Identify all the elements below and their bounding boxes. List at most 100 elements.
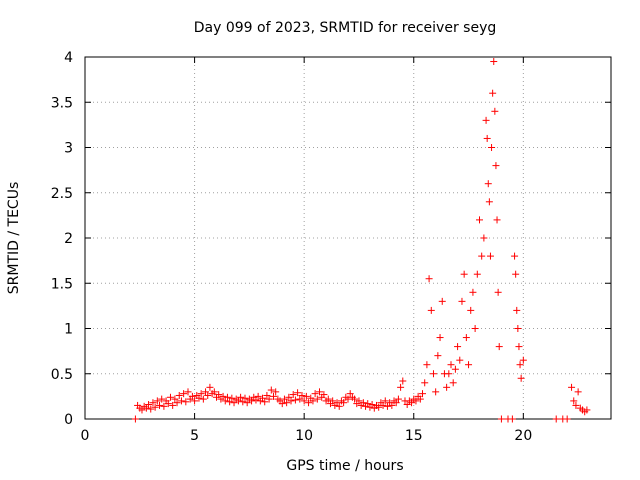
data-point xyxy=(515,343,523,351)
y-axis-label: SRMTID / TECUs xyxy=(6,182,22,295)
data-point xyxy=(484,180,492,188)
data-point xyxy=(294,389,302,397)
data-point xyxy=(488,144,496,151)
data-point xyxy=(313,395,321,403)
data-point xyxy=(202,388,210,396)
data-point xyxy=(368,401,376,409)
data-point xyxy=(432,388,440,396)
data-point xyxy=(445,370,453,378)
data-point xyxy=(471,325,479,332)
data-point xyxy=(324,395,332,403)
data-point xyxy=(272,388,280,396)
data-point xyxy=(359,399,367,407)
data-point xyxy=(425,275,433,283)
data-point xyxy=(517,374,525,382)
data-point xyxy=(465,361,473,369)
data-point xyxy=(158,395,166,403)
data-point xyxy=(243,399,251,407)
data-point xyxy=(195,394,203,402)
tick-layer: 0 5 10 15 20 0 0.5 1 1.5 2 2.5 3 3.5 4 xyxy=(51,50,611,444)
data-point xyxy=(278,400,286,408)
data-point xyxy=(344,395,352,403)
y-tick-label: 4 xyxy=(64,50,73,66)
data-point xyxy=(512,270,520,278)
data-point xyxy=(516,361,524,369)
data-point xyxy=(490,58,498,66)
data-point xyxy=(333,399,341,407)
data-point xyxy=(241,394,249,402)
data-point xyxy=(234,397,242,405)
data-point xyxy=(421,379,429,387)
data-point xyxy=(454,343,462,351)
data-point xyxy=(434,352,442,360)
data-point xyxy=(438,297,446,305)
data-point xyxy=(460,270,468,278)
data-point xyxy=(298,391,306,399)
data-point xyxy=(494,288,502,296)
data-point xyxy=(563,415,571,423)
x-tick-label: 15 xyxy=(405,428,423,444)
data-point xyxy=(570,397,578,405)
point-layer xyxy=(131,58,591,423)
data-point xyxy=(237,393,245,401)
data-point xyxy=(379,401,387,409)
data-point xyxy=(215,391,223,399)
data-point xyxy=(160,402,168,410)
data-point xyxy=(149,399,157,407)
y-tick-label: 2.5 xyxy=(51,186,73,202)
data-point xyxy=(289,391,297,399)
data-point xyxy=(394,395,402,403)
data-point xyxy=(226,398,234,406)
y-tick-label: 3.5 xyxy=(51,95,73,111)
y-tick-label: 1 xyxy=(64,322,73,338)
data-point xyxy=(513,306,521,314)
data-point xyxy=(568,383,576,391)
data-point xyxy=(419,390,427,398)
grid-layer xyxy=(85,57,611,419)
data-point xyxy=(443,383,451,391)
data-point xyxy=(147,405,155,413)
data-point xyxy=(511,252,519,260)
data-point xyxy=(320,391,328,399)
data-point xyxy=(204,391,212,399)
data-point xyxy=(252,396,260,404)
data-point xyxy=(261,398,269,406)
data-point xyxy=(316,388,324,396)
data-point xyxy=(423,361,431,369)
data-point xyxy=(171,395,179,403)
data-point xyxy=(191,397,199,405)
data-point xyxy=(476,216,483,224)
data-point xyxy=(311,390,319,398)
data-point xyxy=(309,397,317,405)
data-point xyxy=(383,402,391,410)
data-point xyxy=(416,395,424,403)
data-point xyxy=(173,399,181,407)
data-point xyxy=(340,399,348,407)
data-point xyxy=(296,395,304,403)
data-point xyxy=(483,134,491,142)
data-point xyxy=(482,116,490,124)
data-point xyxy=(478,252,486,260)
x-tick-label: 20 xyxy=(514,428,532,444)
data-point xyxy=(462,334,470,342)
data-point xyxy=(300,397,308,405)
data-point xyxy=(397,383,405,391)
y-tick-label: 0.5 xyxy=(51,367,73,383)
data-point xyxy=(364,400,372,408)
data-point xyxy=(138,406,146,414)
data-point xyxy=(469,288,477,296)
data-point xyxy=(221,397,229,405)
data-point xyxy=(480,234,488,242)
data-point xyxy=(451,365,459,373)
data-point xyxy=(267,386,275,394)
data-point xyxy=(248,397,256,405)
data-point xyxy=(388,401,396,409)
data-point xyxy=(346,390,354,398)
data-point xyxy=(429,370,437,378)
data-point xyxy=(219,392,227,400)
data-point xyxy=(263,391,271,399)
data-point xyxy=(514,325,522,332)
y-tick-label: 1.5 xyxy=(51,276,73,292)
data-point xyxy=(206,383,214,391)
